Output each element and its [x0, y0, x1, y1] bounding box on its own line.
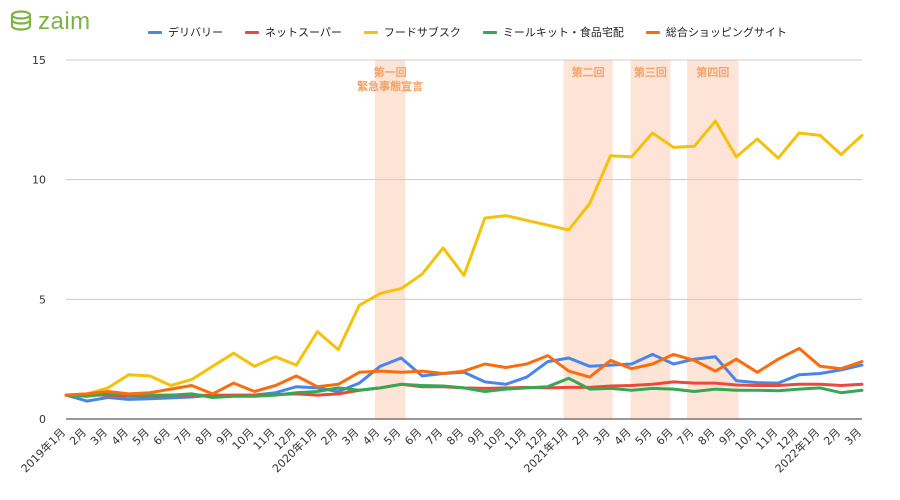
legend-label: デリバリー: [168, 26, 223, 39]
legend-swatch: [645, 30, 660, 34]
x-tick-label: 6月: [402, 426, 424, 448]
x-tick-label: 5月: [381, 426, 403, 448]
y-tick-label: 15: [32, 54, 46, 67]
x-tick-label: 4月: [612, 426, 634, 448]
x-tick-label: 7月: [675, 426, 697, 448]
x-tick-label: 6月: [151, 426, 173, 448]
x-tick-label: 7月: [423, 426, 445, 448]
legend-swatch: [363, 30, 378, 34]
y-tick-label: 10: [32, 174, 46, 187]
legend-item: ミールキット・食品宅配: [482, 24, 624, 40]
annotation-label: 第四回: [696, 65, 729, 79]
series-line: [64, 346, 864, 397]
annotation-label: 第一回: [374, 65, 407, 79]
x-tick-label: 5月: [130, 426, 152, 448]
legend-label: フードサブスク: [383, 26, 461, 39]
annotation-band: [687, 60, 739, 419]
x-tick-label: 7月: [172, 426, 194, 448]
x-tick-label: 2月: [67, 426, 89, 448]
series-line: [64, 376, 864, 399]
y-tick-label: 0: [39, 413, 46, 426]
legend-swatch: [245, 30, 259, 34]
chart-legend: デリバリー ネットスーパー フードサブスク ミールキット・食品宅配 総合ショッピングサイ…: [148, 24, 787, 40]
legend-swatch: [148, 30, 162, 34]
legend-swatch: [482, 30, 497, 34]
x-tick-label: 10月: [481, 426, 508, 453]
zaim-logo: zaim: [10, 8, 91, 36]
legend-item: フードサブスク: [363, 24, 461, 40]
x-tick-label: 11月: [753, 426, 780, 453]
x-tick-label: 4月: [360, 426, 382, 448]
x-tick-label: 3月: [591, 426, 613, 448]
x-tick-label: 8月: [444, 426, 466, 448]
brand-name: zaim: [38, 8, 91, 35]
x-tick-label: 6月: [654, 426, 676, 448]
x-tick-label: 2月: [319, 426, 341, 448]
annotation-label: 第三回: [634, 65, 667, 79]
x-tick-label: 2019年1月: [18, 425, 68, 475]
legend-item: デリバリー: [148, 24, 223, 40]
x-tick-label: 10月: [230, 426, 257, 453]
x-tick-label: 8月: [193, 426, 215, 448]
legend-label: ミールキット・食品宅配: [502, 26, 624, 39]
legend-item: 総合ショッピングサイト: [645, 24, 787, 40]
legend-item: ネットスーパー: [245, 24, 342, 40]
x-tick-label: 11月: [502, 426, 529, 453]
x-tick-label: 4月: [109, 426, 131, 448]
x-tick-label: 10月: [733, 426, 760, 453]
x-tick-label: 2月: [570, 426, 592, 448]
annotation-label: 緊急事態宣言: [357, 79, 423, 93]
x-tick-label: 3月: [339, 426, 361, 448]
x-tick-label: 5月: [633, 426, 655, 448]
x-tick-label: 8月: [696, 426, 718, 448]
legend-label: 総合ショッピングサイト: [665, 26, 787, 39]
y-tick-label: 5: [39, 293, 46, 306]
series-line: [64, 119, 864, 397]
annotation-label: 第二回: [572, 65, 605, 79]
x-tick-label: 3月: [842, 426, 864, 448]
coin-stack-icon: [10, 10, 32, 31]
legend-label: ネットスーパー: [265, 26, 342, 39]
x-tick-label: 2月: [821, 426, 843, 448]
x-tick-label: 11月: [251, 426, 278, 453]
x-tick-label: 3月: [88, 426, 110, 448]
